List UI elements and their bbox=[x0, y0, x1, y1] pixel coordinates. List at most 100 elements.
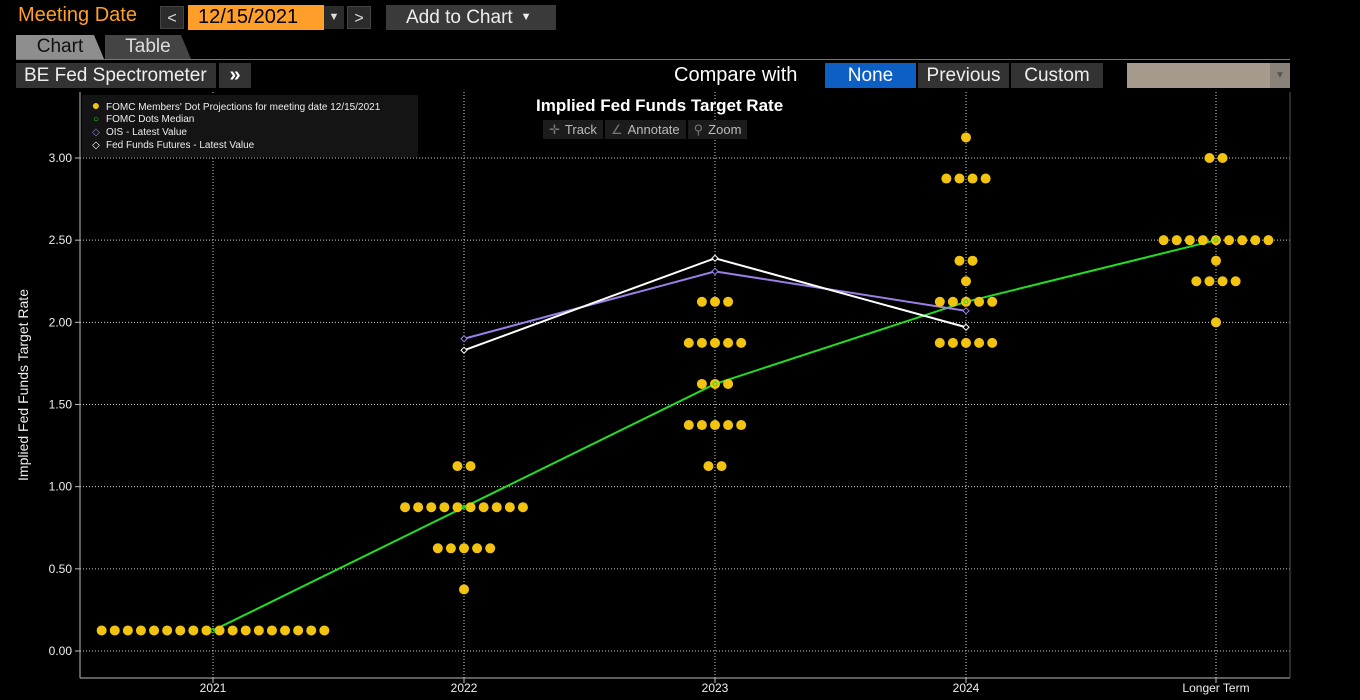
x-tick-label: 2021 bbox=[200, 681, 227, 695]
ois-point bbox=[962, 307, 970, 315]
dot-projection bbox=[967, 173, 978, 184]
tab-chart[interactable]: Chart bbox=[16, 35, 104, 59]
track-tool-button[interactable]: ✛ Track bbox=[543, 120, 603, 139]
dot-projection bbox=[974, 337, 985, 348]
caret-down-icon: ▼ bbox=[1275, 70, 1285, 81]
dot-projection bbox=[122, 625, 133, 636]
dot-projection bbox=[1184, 235, 1195, 246]
track-label: Track bbox=[564, 122, 597, 137]
dot-projection bbox=[1204, 276, 1215, 287]
y-tick-label: 2.00 bbox=[49, 315, 73, 329]
dot-projection bbox=[491, 502, 502, 513]
next-date-button[interactable]: > bbox=[347, 6, 371, 29]
dot-projection bbox=[941, 173, 952, 184]
dot-projection bbox=[696, 378, 707, 389]
dot-projection bbox=[162, 625, 173, 636]
median-point bbox=[712, 381, 718, 387]
dot-projection bbox=[306, 625, 317, 636]
x-tick-label: Longer Term bbox=[1182, 681, 1249, 695]
dot-projection bbox=[1204, 153, 1215, 163]
dot-projection bbox=[716, 461, 727, 472]
meeting-date-label: Meeting Date bbox=[18, 4, 137, 26]
chevron-left-icon: < bbox=[167, 10, 177, 27]
futures-point bbox=[460, 346, 468, 354]
annotate-label: Annotate bbox=[627, 122, 680, 137]
dot-projection bbox=[459, 584, 469, 595]
dot-projection bbox=[987, 296, 998, 307]
dot-projection bbox=[280, 625, 291, 636]
y-tick-label: 0.50 bbox=[49, 562, 73, 576]
tab-table[interactable]: Table bbox=[105, 35, 191, 59]
dot-projection bbox=[961, 276, 971, 287]
dot-projection bbox=[188, 625, 199, 636]
dot-projection bbox=[227, 625, 238, 636]
expand-panel-button[interactable]: » bbox=[219, 63, 251, 88]
annotate-tool-button[interactable]: ∠ Annotate bbox=[604, 120, 686, 139]
magnifier-icon: ⚲ bbox=[693, 122, 704, 137]
dot-projection bbox=[947, 337, 958, 348]
x-tick-label: 2024 bbox=[953, 681, 980, 695]
double-chevron-right-icon: » bbox=[229, 64, 241, 86]
dot-projection bbox=[319, 625, 330, 636]
source-selector-button[interactable]: BE Fed Spectrometer bbox=[16, 63, 216, 88]
add-to-chart-label: Add to Chart bbox=[406, 7, 513, 28]
futures-point bbox=[711, 254, 719, 262]
dot-projection bbox=[214, 625, 225, 636]
legend-label: Fed Funds Futures - Latest Value bbox=[106, 140, 255, 151]
x-tick-label: 2022 bbox=[451, 681, 478, 695]
crosshair-icon: ✛ bbox=[549, 122, 560, 137]
hollow-circle-icon: ○ bbox=[92, 114, 100, 125]
ois-point bbox=[711, 267, 719, 276]
dot-projection bbox=[934, 337, 945, 348]
dot-projection bbox=[723, 378, 734, 389]
diamond-icon: ◇ bbox=[92, 127, 100, 138]
dot-projection bbox=[1250, 235, 1261, 246]
y-tick-label: 1.00 bbox=[49, 480, 73, 494]
chart-tools: ✛ Track ∠ Annotate ⚲ Zoom bbox=[543, 120, 748, 139]
dot-projection bbox=[947, 296, 958, 307]
y-tick-label: 2.50 bbox=[49, 233, 73, 247]
dot-projection bbox=[710, 378, 720, 389]
dot-projection bbox=[703, 461, 714, 472]
futures-point bbox=[962, 323, 970, 331]
dot-projection bbox=[696, 337, 707, 348]
dot-projection bbox=[1171, 235, 1182, 246]
dot-projection bbox=[736, 337, 747, 348]
dot-projection bbox=[452, 502, 463, 513]
dot-projection bbox=[201, 625, 212, 636]
dot-projection bbox=[1191, 276, 1202, 287]
dot-projection bbox=[954, 173, 965, 184]
compare-custom-button[interactable]: Custom bbox=[1011, 63, 1103, 88]
dot-projection bbox=[504, 502, 515, 513]
previous-date-button[interactable]: < bbox=[160, 6, 184, 29]
tab-divider bbox=[16, 59, 1290, 60]
dot-projection bbox=[683, 420, 694, 431]
compare-none-button[interactable]: None bbox=[825, 63, 916, 88]
dot-projection bbox=[485, 543, 496, 554]
dot-projection bbox=[723, 337, 734, 348]
legend-item-median: ○ FOMC Dots Median bbox=[90, 113, 194, 126]
zoom-tool-button[interactable]: ⚲ Zoom bbox=[687, 120, 748, 139]
dot-projection bbox=[426, 502, 437, 513]
x-tick-label: 2023 bbox=[702, 681, 729, 695]
dot-projection bbox=[293, 625, 304, 636]
dot-projection bbox=[1197, 235, 1208, 246]
add-to-chart-button[interactable]: Add to Chart ▼ bbox=[386, 5, 556, 30]
custom-date-dropdown-button[interactable]: ▼ bbox=[1270, 63, 1290, 88]
dot-projection bbox=[472, 543, 483, 554]
date-dropdown-button[interactable]: ▼ bbox=[324, 6, 344, 29]
dot-projection bbox=[967, 255, 978, 266]
dot-projection bbox=[736, 420, 747, 431]
dot-projection bbox=[961, 132, 971, 143]
custom-date-select[interactable] bbox=[1127, 63, 1270, 88]
meeting-date-field[interactable]: 12/15/2021 bbox=[188, 5, 324, 30]
compare-previous-button[interactable]: Previous bbox=[918, 63, 1009, 88]
dot-projection bbox=[135, 625, 146, 636]
legend-item-ois: ◇ OIS - Latest Value bbox=[90, 126, 187, 139]
dot-projection bbox=[1211, 255, 1221, 266]
dot-projection bbox=[149, 625, 160, 636]
dot-projection bbox=[432, 543, 443, 554]
dot-projection bbox=[723, 296, 734, 307]
dot-projection bbox=[1224, 235, 1235, 246]
